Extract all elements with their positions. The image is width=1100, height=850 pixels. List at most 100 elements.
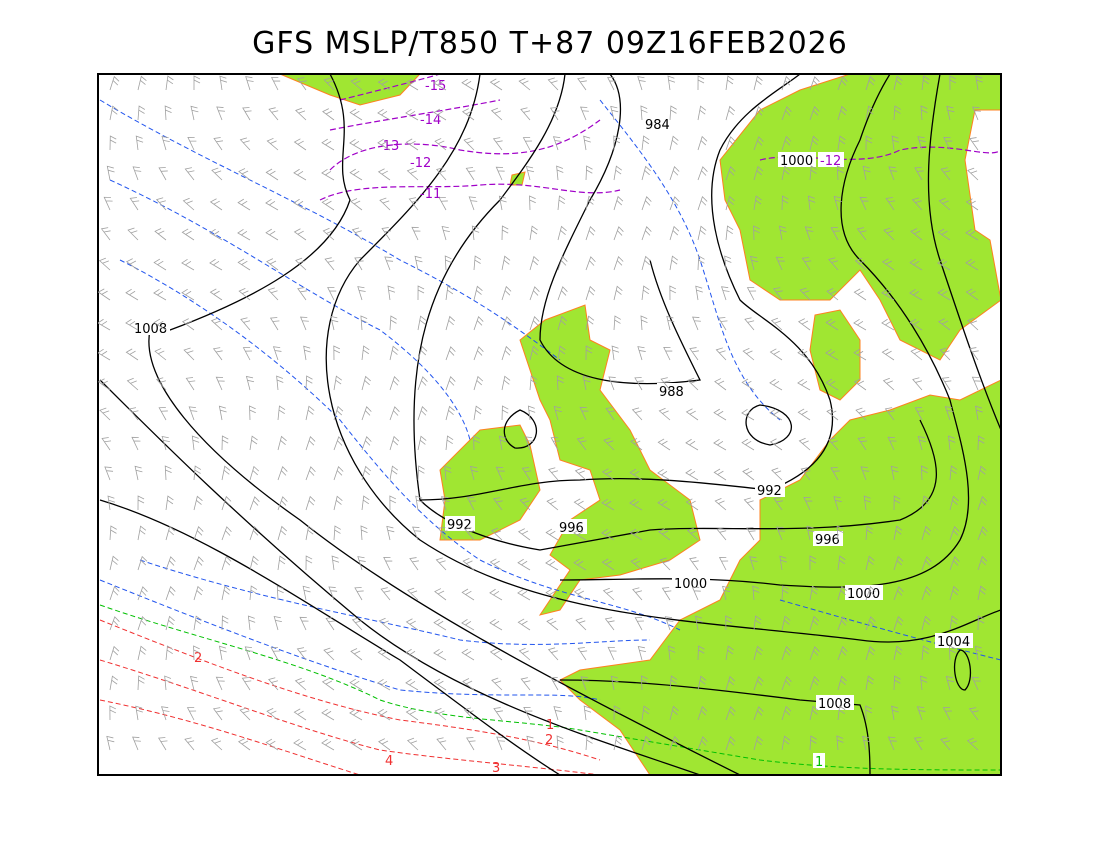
wind-barb xyxy=(109,525,117,541)
wind-barb xyxy=(809,615,820,631)
wind-barb xyxy=(865,555,875,571)
wind-barb xyxy=(193,75,201,91)
wind-barb xyxy=(98,378,111,391)
wind-barb xyxy=(361,375,371,391)
wind-barb xyxy=(354,587,364,601)
wind-barb xyxy=(556,165,564,181)
wind-barb xyxy=(209,288,223,301)
wind-barb xyxy=(836,165,844,181)
wind-barb xyxy=(938,197,951,211)
wind-barb xyxy=(408,197,419,211)
wind-barb xyxy=(518,647,531,661)
wind-barb xyxy=(294,677,307,691)
wind-barb xyxy=(389,315,397,331)
wind-barb xyxy=(240,317,251,331)
wind-barb xyxy=(350,648,363,661)
wind-barb xyxy=(101,437,112,451)
wind-barb xyxy=(417,405,428,421)
wind-barb xyxy=(781,676,792,691)
wind-barb xyxy=(237,198,251,211)
wind-barb xyxy=(380,587,391,601)
wind-barb xyxy=(349,738,363,751)
wind-barb xyxy=(769,348,783,361)
wind-barb xyxy=(209,198,223,211)
wind-barb xyxy=(165,75,174,91)
wind-barb xyxy=(611,345,620,361)
wind-barb xyxy=(585,225,596,241)
wind-barb xyxy=(914,167,924,181)
wind-barb xyxy=(242,347,253,361)
wind-barb xyxy=(686,527,699,541)
wind-barb xyxy=(305,405,315,421)
wind-barb xyxy=(893,615,904,631)
wind-barb xyxy=(126,377,139,391)
wind-barb xyxy=(965,228,979,241)
wind-barb xyxy=(579,106,589,121)
wind-barb xyxy=(883,227,895,241)
wind-barb xyxy=(412,526,421,541)
wind-barb xyxy=(406,167,419,181)
wind-barb xyxy=(277,466,288,481)
wind-barb xyxy=(938,318,951,331)
wind-barb xyxy=(972,106,981,121)
wind-barb xyxy=(613,226,624,241)
wind-barb xyxy=(463,707,475,721)
wind-barb xyxy=(753,676,764,691)
wind-barb xyxy=(161,706,170,721)
wind-barb xyxy=(579,406,589,421)
wind-barb xyxy=(221,555,232,571)
isobar-label: 1008 xyxy=(134,322,167,337)
wind-barb xyxy=(781,106,792,121)
wind-barb xyxy=(435,557,447,571)
wind-barb xyxy=(557,345,566,361)
wind-barb xyxy=(165,645,174,661)
wind-barb xyxy=(464,527,475,541)
wind-barb xyxy=(809,705,819,721)
wind-barb xyxy=(221,495,232,511)
wind-barb xyxy=(803,497,813,511)
wind-barb xyxy=(613,735,623,751)
wind-barb xyxy=(807,195,816,211)
wind-barb xyxy=(441,226,450,241)
wind-barb xyxy=(610,105,619,121)
wind-barb xyxy=(212,707,223,721)
wind-barb xyxy=(825,378,839,391)
wind-barb xyxy=(349,108,363,121)
wind-barb xyxy=(305,525,315,541)
wind-barb xyxy=(921,495,930,511)
wind-barb xyxy=(529,375,538,391)
wind-barb xyxy=(573,528,587,541)
wind-barb xyxy=(658,528,671,541)
wind-barb xyxy=(601,558,615,571)
wind-barb xyxy=(188,406,198,421)
wind-barb xyxy=(967,167,979,181)
wind-barb xyxy=(753,225,760,241)
wind-barb xyxy=(249,405,256,421)
wind-barb xyxy=(445,376,456,391)
wind-barb xyxy=(417,376,428,391)
wind-barb xyxy=(604,617,615,631)
wind-barb xyxy=(193,645,200,661)
wind-barb xyxy=(98,288,111,301)
wind-barb xyxy=(473,255,482,271)
wind-barb xyxy=(809,646,820,661)
wind-barb xyxy=(389,465,399,481)
wind-barb xyxy=(893,586,904,601)
wind-barb xyxy=(552,136,562,151)
wind-barb xyxy=(949,526,960,541)
wind-barb xyxy=(158,167,168,181)
wind-barb xyxy=(881,258,895,271)
wind-barb xyxy=(529,225,538,241)
wind-barb xyxy=(495,166,505,181)
wind-barb xyxy=(610,675,619,691)
wind-barb xyxy=(350,78,363,91)
wind-barb xyxy=(809,165,818,181)
wind-barb xyxy=(193,526,204,541)
wind-barb xyxy=(769,438,783,451)
wind-barb xyxy=(221,435,229,451)
wind-barb xyxy=(865,525,873,541)
wind-barb xyxy=(137,555,148,571)
wind-barb xyxy=(941,377,952,391)
wind-barb xyxy=(106,165,115,181)
wind-barb xyxy=(321,678,335,691)
